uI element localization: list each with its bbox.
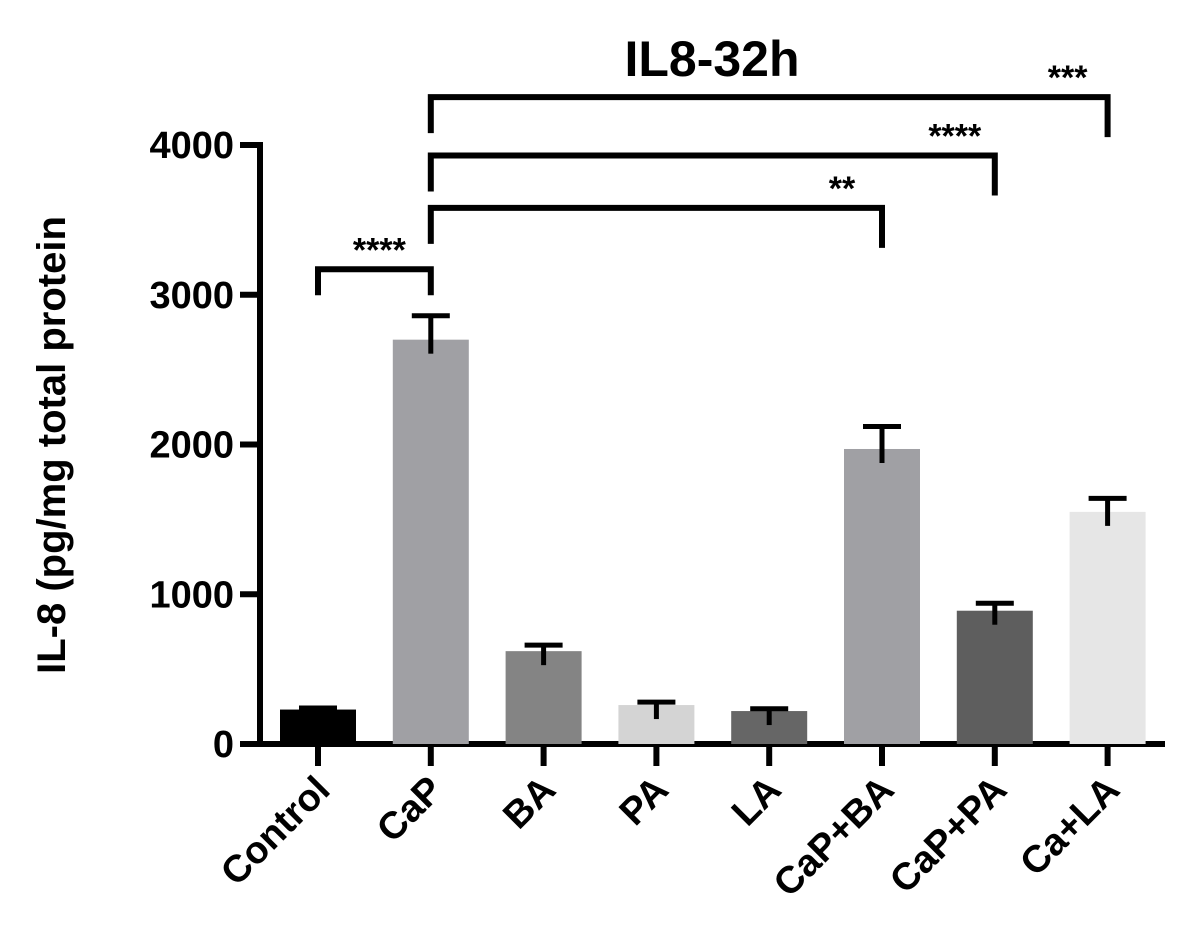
bar (956, 610, 1033, 744)
significance-brackets: ************* (315, 59, 1111, 296)
y-axis-title: IL-8 (pg/mg total protein (30, 216, 74, 674)
significance-label: **** (928, 117, 982, 155)
bar (505, 651, 582, 744)
x-tick-label: CaP+BA (766, 769, 902, 905)
x-tick-label: PA (612, 769, 677, 834)
significance-bracket (427, 204, 885, 248)
significance-label: ** (829, 170, 856, 208)
x-tick-label: CaP+PA (882, 769, 1015, 902)
y-axis: 0 1000 2000 3000 4000 (149, 125, 263, 766)
y-tick-label: 0 (213, 724, 234, 766)
x-tick-label: Control (213, 769, 338, 894)
y-tick-label: 3000 (149, 275, 234, 317)
y-tick-label: 1000 (149, 574, 234, 616)
significance-bracket (315, 266, 434, 296)
y-tick-label: 4000 (149, 125, 234, 167)
bar (1069, 511, 1146, 744)
x-tick-label: BA (495, 769, 564, 838)
significance-label: **** (353, 231, 407, 269)
x-tick-label: CaP (369, 769, 451, 851)
significance-bracket (427, 94, 1111, 138)
x-tick-label: LA (724, 769, 790, 835)
chart-title: IL8-32h (624, 31, 799, 87)
y-tick-label: 2000 (149, 425, 234, 467)
bar (844, 448, 920, 744)
significance-label: *** (1048, 59, 1088, 97)
x-tick-label: Ca+LA (1012, 769, 1128, 885)
bars (280, 313, 1146, 744)
significance-bracket (427, 152, 998, 196)
bar (392, 339, 469, 744)
